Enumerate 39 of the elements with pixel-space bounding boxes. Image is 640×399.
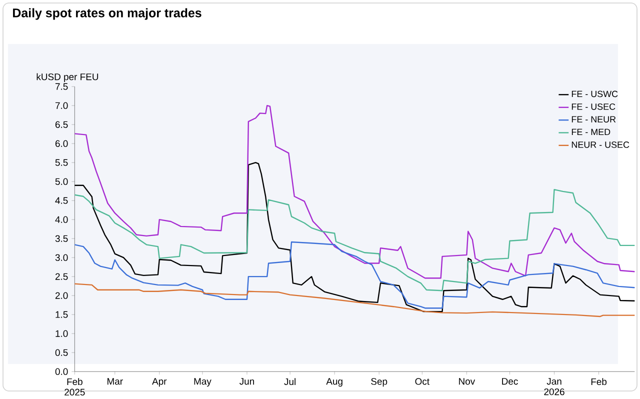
x-tick-label: Apr (152, 378, 167, 387)
y-tick-label: 2.5 (55, 273, 68, 280)
x-tick-label: Jun (239, 378, 254, 385)
y-tick-label: 2.0 (55, 292, 68, 300)
x-tick-label: Sep (371, 378, 388, 387)
x-tick-label: May (194, 378, 212, 387)
y-tick-label: 4.5 (55, 197, 68, 204)
x-tick-label: Feb (591, 378, 607, 386)
x-tick-label: Oct (415, 378, 430, 385)
y-tick-label: 4.0 (55, 216, 68, 224)
x-tick-label: Jan 2026 (544, 378, 564, 396)
x-tick-label: Dec (502, 378, 518, 385)
x-tick-label: Jul (284, 378, 296, 386)
legend-label: NEUR - USEC (572, 142, 630, 148)
legend-label: FE - USEC (572, 104, 616, 110)
y-tick-label: 1.0 (56, 330, 68, 338)
line-series (74, 189, 636, 292)
chart-title: Daily spot rates on major trades (13, 8, 202, 20)
y-tick-label: 1.5 (56, 311, 68, 318)
legend-label: FE - NEUR (572, 116, 616, 123)
legend-label: FE - MED (572, 128, 610, 136)
y-tick-label: 0.5 (55, 349, 68, 356)
y-tick-label: 0.0 (55, 368, 68, 376)
y-axis-title: kUSD per FEU (36, 73, 98, 82)
y-tick-label: 3.5 (55, 235, 68, 242)
x-tick-label: Feb 2025 (64, 378, 85, 396)
x-tick-label: Nov (459, 378, 476, 385)
y-tick-label: 3.0 (55, 254, 68, 262)
x-tick-label: Mar (108, 378, 123, 385)
y-tick-label: 6.5 (55, 121, 68, 128)
y-tick-label: 6.0 (55, 140, 68, 148)
y-tick-label: 5.5 (55, 159, 68, 166)
y-tick-label: 7.0 (55, 102, 68, 110)
line-series (74, 105, 636, 279)
x-tick-label: Aug (326, 378, 342, 387)
y-tick-label: 5.0 (55, 178, 68, 186)
y-tick-label: 7.5 (55, 83, 68, 90)
line-series (74, 241, 636, 309)
legend-label: FE - USWC (572, 90, 618, 98)
